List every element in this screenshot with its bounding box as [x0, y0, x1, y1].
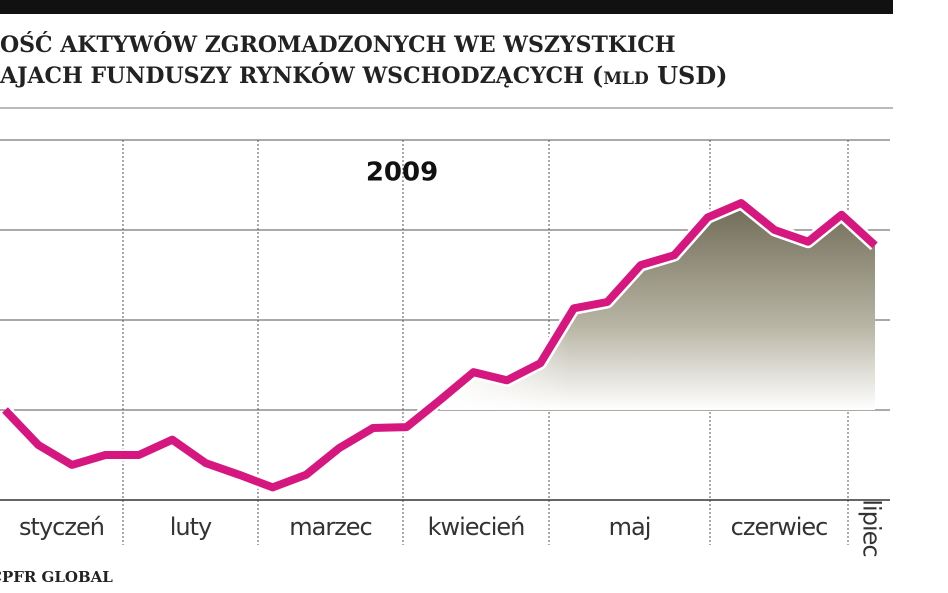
unit: (mld USD)	[592, 61, 728, 90]
title-line: AJACH FUNDUSZY RYNKÓW WSCHODZĄCYCH	[0, 62, 584, 89]
title-line: OŚĆ AKTYWÓW ZGROMADZONYCH WE WSZYSTKICH	[0, 31, 676, 58]
title-line: AJACH FUNDUSZY RYNKÓW WSCHODZĄCYCH (mld U…	[0, 61, 728, 90]
month-label: styczeń	[19, 513, 104, 541]
year-label: 2009	[366, 158, 438, 188]
top-bar	[0, 0, 893, 14]
month-label: lipiec	[858, 499, 886, 556]
month-label: czerwiec	[731, 513, 828, 541]
month-label: kwiecień	[428, 513, 525, 541]
line	[2, 199, 878, 492]
month-label: maj	[609, 513, 651, 541]
month-label: luty	[170, 513, 212, 541]
month-label: marzec	[289, 513, 372, 541]
source: CPFR GLOBAL	[0, 568, 113, 586]
